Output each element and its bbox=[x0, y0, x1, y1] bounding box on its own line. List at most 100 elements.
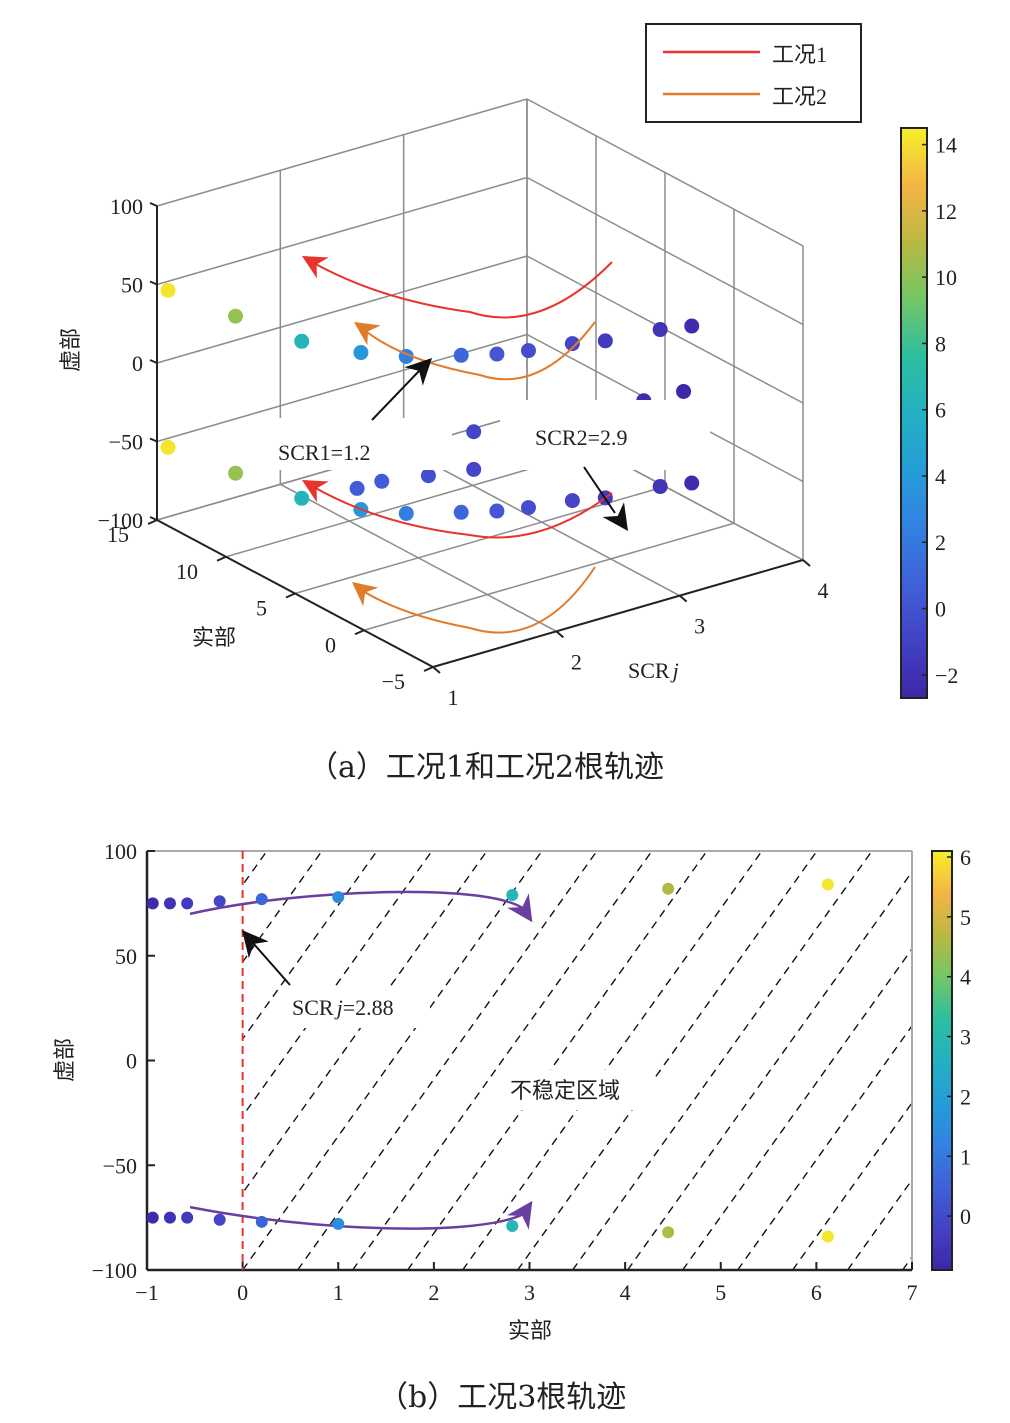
y-tick-label: −5 bbox=[382, 669, 405, 694]
data-point-1 bbox=[684, 475, 700, 491]
annotation-2-bg bbox=[500, 400, 710, 470]
data-point-1 bbox=[684, 318, 700, 334]
a-colorbar-tick-label: 2 bbox=[935, 530, 946, 555]
x-tick bbox=[802, 559, 811, 567]
data-point bbox=[146, 1211, 159, 1224]
data-point-2 bbox=[466, 424, 482, 440]
a-colorbar-tick-label: 8 bbox=[935, 331, 946, 356]
a-colorbar-tick-label: 4 bbox=[935, 464, 946, 489]
b-colorbar-tick-label: 0 bbox=[960, 1204, 971, 1229]
a-colorbar bbox=[900, 127, 928, 699]
y-tick-label: 0 bbox=[126, 1049, 137, 1074]
annotation-1-arrow-line bbox=[371, 369, 421, 421]
annotation-label: SCR j=2.88 bbox=[292, 995, 394, 1020]
data-point-1 bbox=[353, 345, 369, 361]
y-tick-label: 100 bbox=[104, 839, 137, 864]
b-colorbar-tick-label: 5 bbox=[960, 905, 971, 930]
data-point bbox=[506, 888, 519, 901]
annotation-1-bg bbox=[262, 418, 452, 470]
x-axis-label: SCR j bbox=[628, 658, 679, 683]
trajectory-upper bbox=[189, 890, 526, 916]
data-point bbox=[255, 893, 268, 906]
a-colorbar-tick-label: 12 bbox=[935, 199, 957, 224]
y-tick-label: −100 bbox=[92, 1258, 137, 1283]
hatch-line bbox=[902, 1255, 912, 1270]
hatch-line bbox=[352, 851, 653, 1270]
x-tick-label: 4 bbox=[818, 578, 829, 603]
x-tick-label: 4 bbox=[620, 1280, 631, 1305]
trajectory-1-upper-arrow bbox=[302, 256, 329, 279]
trajectory-2-upper bbox=[361, 321, 596, 381]
data-point bbox=[662, 882, 675, 895]
x-axis bbox=[432, 559, 804, 668]
annotation-2-label: SCR2=2.9 bbox=[535, 425, 628, 450]
b-colorbar-tick-label: 6 bbox=[960, 845, 971, 870]
hatch-line bbox=[737, 1024, 912, 1270]
hatch-line bbox=[0, 710, 38, 1270]
hatch-line bbox=[242, 851, 488, 1195]
data-point-2 bbox=[374, 473, 390, 489]
hatch-line bbox=[572, 851, 873, 1270]
data-point bbox=[821, 878, 834, 891]
data-point-1 bbox=[489, 503, 505, 519]
data-point-1 bbox=[564, 493, 580, 509]
data-point-1 bbox=[520, 500, 536, 516]
z-axis-label: 虚部 bbox=[58, 328, 83, 372]
trajectory-2-lower-arrow bbox=[352, 582, 379, 607]
z-tick-label: −100 bbox=[98, 508, 143, 533]
x-tick-label: 7 bbox=[907, 1280, 918, 1305]
hatch-line bbox=[0, 710, 203, 1270]
trajectory-lower bbox=[189, 1205, 526, 1230]
y-axis-label: 实部 bbox=[192, 625, 236, 650]
data-point bbox=[255, 1215, 268, 1228]
data-point-1 bbox=[228, 308, 244, 324]
data-point bbox=[163, 897, 176, 910]
hatch-line bbox=[242, 851, 543, 1270]
data-point-1 bbox=[160, 282, 176, 298]
x-tick-label: 6 bbox=[811, 1280, 822, 1305]
y-tick-label: 50 bbox=[115, 944, 137, 969]
grid-line-z-back bbox=[156, 255, 528, 364]
b-colorbar-tick-label: 3 bbox=[960, 1025, 971, 1050]
b-colorbar-tick-label: 2 bbox=[960, 1084, 971, 1109]
y-tick-label: 15 bbox=[107, 522, 129, 547]
trajectory-upper-arrow bbox=[507, 893, 533, 923]
annotation-1-arrow-head bbox=[404, 358, 432, 386]
b-colorbar-tick-label: 4 bbox=[960, 965, 971, 990]
hatch-line bbox=[517, 851, 818, 1270]
data-point-1 bbox=[652, 322, 668, 338]
caption-b: （b）工况3根轨迹 bbox=[378, 1380, 627, 1415]
hatch-line bbox=[407, 851, 708, 1270]
data-point bbox=[332, 891, 345, 904]
data-point bbox=[163, 1211, 176, 1224]
x-tick-label: −1 bbox=[135, 1280, 158, 1305]
y-tick bbox=[423, 666, 434, 672]
z-tick-label: 0 bbox=[132, 351, 143, 376]
data-point bbox=[662, 1226, 675, 1239]
z-tick bbox=[149, 280, 158, 286]
y-tick-label: −50 bbox=[103, 1153, 137, 1178]
hatch-line bbox=[792, 1101, 912, 1270]
annotation-bg bbox=[280, 988, 430, 1028]
x-tick bbox=[679, 594, 688, 603]
z-tick-label: 100 bbox=[110, 194, 143, 219]
grid-line-z-back bbox=[156, 176, 528, 286]
a-colorbar-tick-label: 10 bbox=[935, 265, 957, 290]
x-tick-label: 3 bbox=[524, 1280, 535, 1305]
hatch-line bbox=[297, 851, 598, 1270]
hatch-line bbox=[682, 947, 912, 1270]
trajectory-2-upper-arrow bbox=[354, 322, 381, 346]
a-colorbar-tick-label: −2 bbox=[935, 663, 958, 688]
data-point bbox=[821, 1230, 834, 1243]
trajectory-1-lower bbox=[311, 485, 613, 539]
data-point-1 bbox=[160, 439, 176, 455]
legend-box bbox=[645, 23, 862, 123]
data-point-2 bbox=[466, 461, 482, 477]
data-point-1 bbox=[489, 346, 505, 362]
data-point-1 bbox=[294, 490, 310, 506]
x-tick-label: 5 bbox=[715, 1280, 726, 1305]
caption-a: （a）工况1和工况2根轨迹 bbox=[308, 750, 665, 785]
y-tick bbox=[147, 519, 158, 525]
y-tick-label: 0 bbox=[325, 632, 336, 657]
